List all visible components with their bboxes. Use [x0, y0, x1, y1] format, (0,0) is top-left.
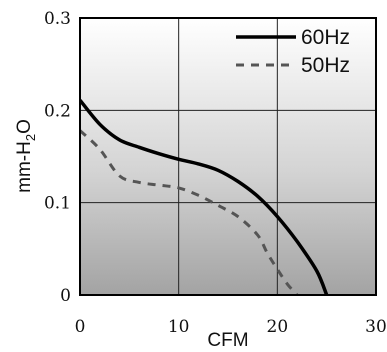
y-tick-label: 0.2: [44, 101, 71, 121]
x-axis-label: CFM: [207, 330, 248, 351]
y-tick-label: 0.3: [44, 9, 71, 29]
y-tick-label: 0: [60, 286, 71, 306]
gridlines: [80, 18, 376, 295]
x-tick-label: 0: [75, 317, 86, 337]
y-tick-label: 0.1: [44, 194, 71, 214]
legend-label-60Hz: 60Hz: [301, 26, 350, 49]
y-axis-label-main: mm-H: [14, 141, 35, 193]
legend-label-50Hz: 50Hz: [301, 54, 350, 77]
y-axis-label: mm-H2O: [14, 119, 38, 193]
legend: 60Hz 50Hz: [236, 26, 350, 77]
y-axis-label-subscript: 2: [23, 134, 38, 141]
x-tick-label: 20: [267, 317, 289, 337]
y-tick-labels: 0 0.1 0.2 0.3: [44, 9, 71, 306]
x-tick-labels: 0 10 20 30: [75, 317, 387, 337]
series-line-60Hz: [80, 99, 329, 295]
y-axis-label-tail: O: [14, 119, 35, 134]
series-layer: [80, 99, 329, 295]
x-tick-label: 30: [365, 317, 387, 337]
x-tick-label: 10: [168, 317, 190, 337]
series-line-50Hz: [80, 129, 299, 295]
plot-frame: [79, 17, 377, 296]
plot-background: [80, 18, 376, 295]
